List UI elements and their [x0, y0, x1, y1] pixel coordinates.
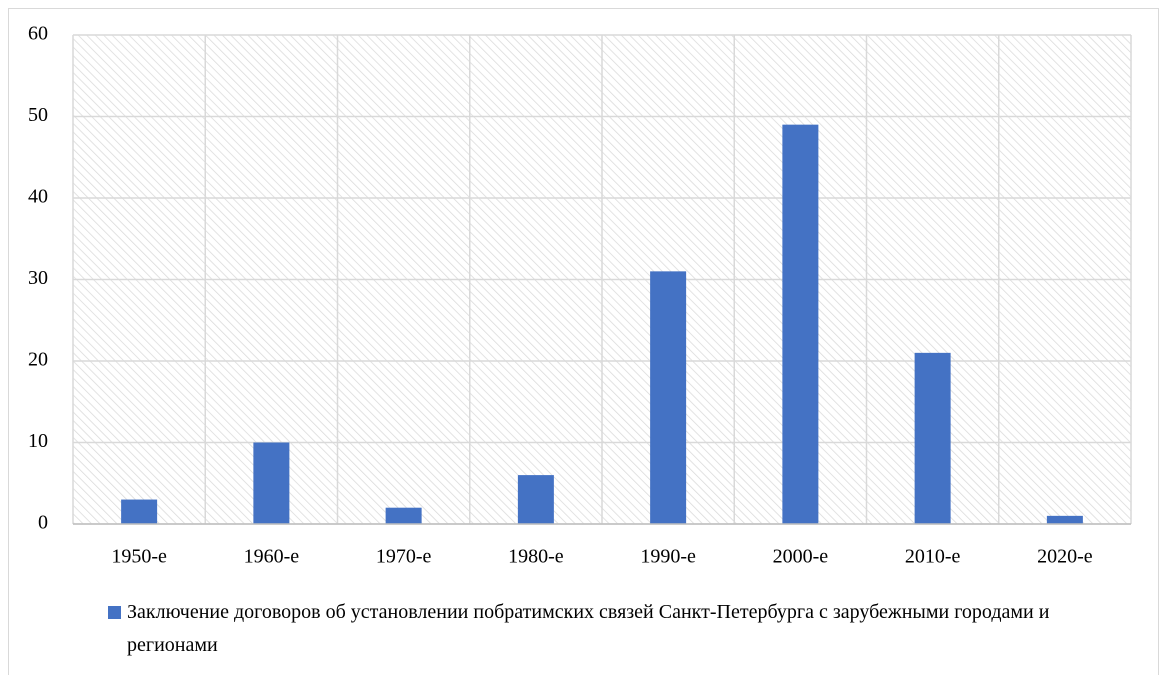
y-tick-label: 0	[38, 512, 48, 534]
x-tick-label: 1980-е	[508, 546, 564, 568]
y-tick-label: 10	[28, 430, 48, 452]
bar	[385, 507, 422, 524]
y-tick-label: 20	[28, 349, 48, 371]
y-tick-label: 40	[28, 186, 48, 208]
x-tick-label: 1960-е	[244, 546, 300, 568]
bar	[517, 475, 554, 524]
legend: Заключение договоров об установлении поб…	[108, 596, 1053, 662]
y-tick-label: 50	[28, 104, 48, 126]
x-tick-label: 1970-е	[376, 546, 432, 568]
y-tick-label: 30	[28, 267, 48, 289]
bar	[253, 442, 290, 524]
x-tick-label: 2010-е	[905, 546, 961, 568]
y-tick-label: 60	[28, 23, 48, 45]
x-tick-label: 2000-е	[773, 546, 829, 568]
x-tick-label: 2020-е	[1037, 546, 1093, 568]
x-tick-label: 1990-е	[640, 546, 696, 568]
bar	[650, 271, 687, 524]
bar	[914, 352, 951, 524]
x-tick-label: 1950-е	[111, 546, 167, 568]
legend-label: Заключение договоров об установлении поб…	[127, 601, 1050, 656]
bar	[1046, 515, 1083, 524]
legend-key	[108, 606, 121, 619]
bar	[782, 124, 819, 525]
bar	[121, 499, 158, 524]
